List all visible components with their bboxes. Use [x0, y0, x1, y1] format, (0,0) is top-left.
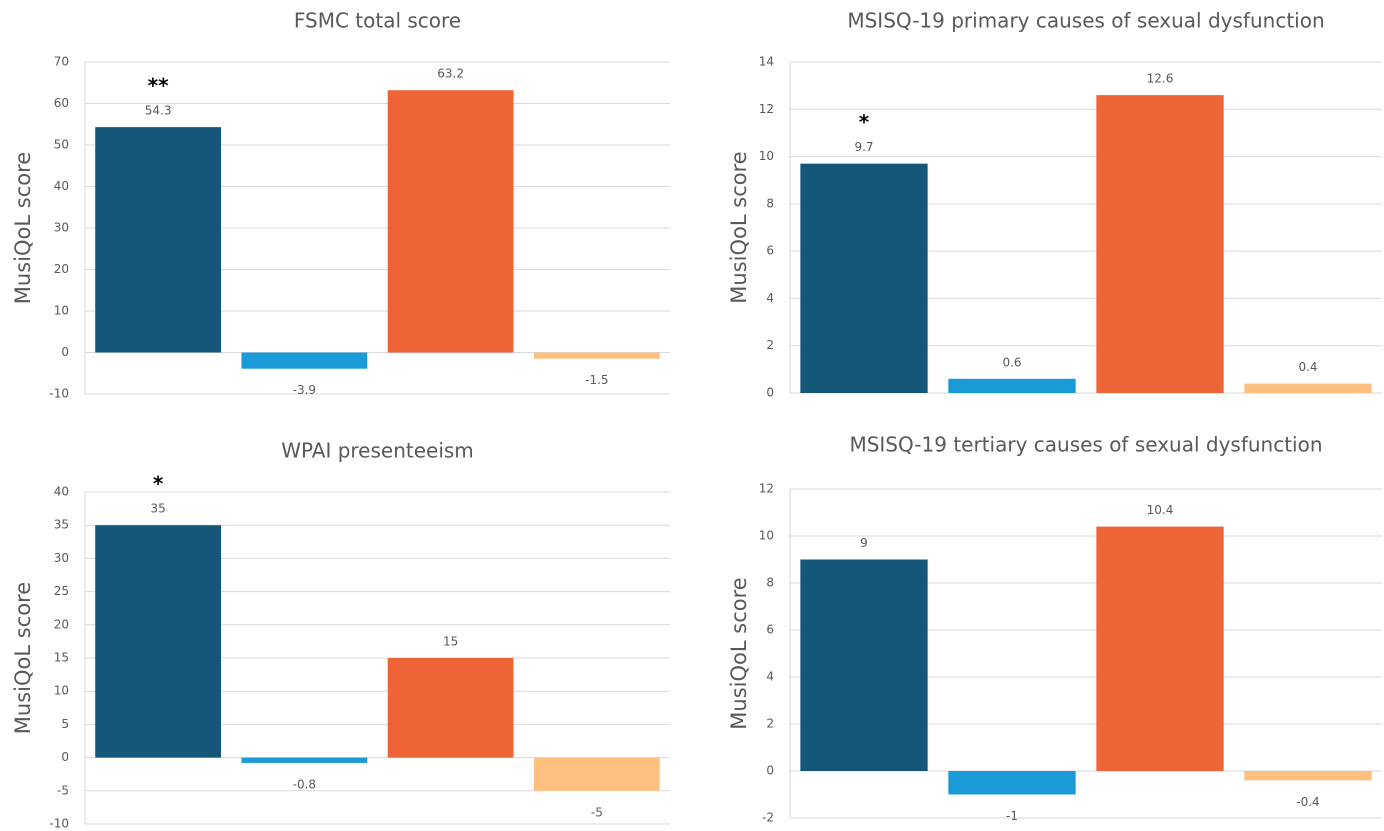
y-tick-label: 4 — [766, 291, 774, 305]
bar — [1096, 95, 1224, 393]
value-label: -0.8 — [293, 777, 316, 791]
y-tick-label: 10 — [54, 304, 69, 318]
value-label: 15 — [443, 635, 458, 649]
y-tick-label: 25 — [54, 584, 69, 598]
value-label: 63.2 — [437, 67, 464, 81]
bar — [533, 352, 660, 359]
chart-title: FSMC total score — [294, 9, 461, 33]
value-label: 9.7 — [854, 140, 873, 154]
y-tick-label: 15 — [54, 651, 69, 665]
y-tick-label: -2 — [762, 811, 774, 825]
y-tick-label: 60 — [54, 96, 69, 110]
y-axis-label: MusiQoL score — [11, 152, 35, 304]
significance-marker: ** — [148, 74, 169, 98]
y-tick-label: 8 — [766, 196, 774, 210]
y-tick-label: 30 — [54, 221, 69, 235]
y-tick-label: 6 — [766, 623, 774, 637]
value-label: 0.4 — [1298, 360, 1317, 374]
bar — [241, 352, 368, 369]
bar — [1096, 526, 1224, 771]
y-tick-label: 30 — [54, 551, 69, 565]
bar — [948, 771, 1076, 795]
bar — [95, 525, 222, 758]
value-label: 35 — [150, 502, 165, 516]
value-label: 10.4 — [1147, 503, 1174, 517]
y-tick-label: 14 — [759, 55, 774, 69]
bar — [241, 757, 368, 763]
bar — [800, 163, 928, 393]
y-tick-label: 35 — [54, 518, 69, 532]
y-tick-label: 40 — [54, 179, 69, 193]
bar — [800, 559, 928, 771]
bar — [533, 757, 660, 791]
y-tick-label: 12 — [759, 482, 774, 496]
y-tick-label: 2 — [766, 338, 774, 352]
value-label: -0.4 — [1296, 795, 1319, 809]
y-tick-label: 40 — [54, 485, 69, 499]
y-tick-label: 8 — [766, 576, 774, 590]
bar — [1244, 383, 1372, 393]
y-tick-label: 50 — [54, 138, 69, 152]
value-label: -5 — [591, 805, 603, 819]
chart-title: WPAI presenteeism — [281, 439, 474, 463]
y-tick-label: 20 — [54, 262, 69, 276]
significance-marker: * — [153, 472, 164, 496]
y-tick-label: 10 — [54, 684, 69, 698]
y-tick-label: 6 — [766, 244, 774, 258]
bar — [387, 90, 514, 353]
y-tick-label: 2 — [766, 717, 774, 731]
y-tick-label: 0 — [766, 386, 774, 400]
chart-title: MSISQ-19 primary causes of sexual dysfun… — [847, 9, 1324, 33]
y-axis-label: MusiQoL score — [11, 582, 35, 734]
significance-marker: * — [859, 110, 870, 134]
y-tick-label: 10 — [759, 149, 774, 163]
y-tick-label: 5 — [61, 717, 69, 731]
value-label: 0.6 — [1002, 355, 1021, 369]
y-tick-label: -5 — [57, 783, 69, 797]
value-label: 9 — [860, 536, 868, 550]
y-tick-label: 70 — [54, 55, 69, 69]
y-tick-label: 0 — [61, 345, 69, 359]
chart-title: MSISQ-19 tertiary causes of sexual dysfu… — [849, 433, 1322, 457]
y-axis-label: MusiQoL score — [727, 151, 751, 303]
y-tick-label: 12 — [759, 102, 774, 116]
bar — [948, 378, 1076, 393]
bar — [1244, 771, 1372, 781]
y-tick-label: 20 — [54, 617, 69, 631]
value-label: 54.3 — [145, 104, 172, 118]
value-label: 12.6 — [1147, 72, 1174, 86]
y-tick-label: 10 — [759, 529, 774, 543]
y-tick-label: 4 — [766, 670, 774, 684]
bar — [387, 658, 514, 758]
value-label: -3.9 — [293, 383, 316, 397]
value-label: -1 — [1006, 809, 1018, 823]
y-tick-label: -10 — [49, 817, 69, 831]
y-axis-label: MusiQoL score — [727, 577, 751, 729]
bar — [95, 127, 222, 353]
y-tick-label: -10 — [49, 387, 69, 401]
value-label: -1.5 — [585, 373, 608, 387]
y-tick-label: 0 — [61, 750, 69, 764]
y-tick-label: 0 — [766, 764, 774, 778]
